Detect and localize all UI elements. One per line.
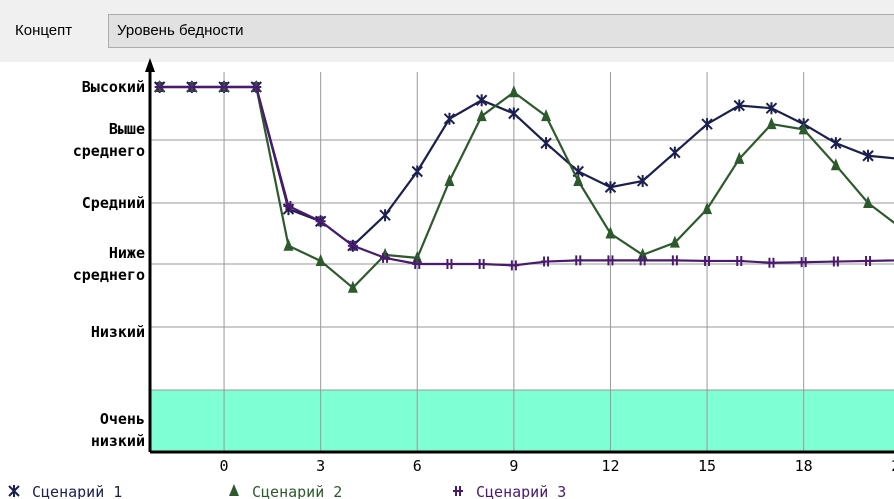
hash-marker xyxy=(766,257,777,268)
star-marker xyxy=(476,109,487,122)
x-tick-label: 9 xyxy=(509,457,518,475)
x-tick-label: 6 xyxy=(413,457,422,475)
hash-marker xyxy=(605,255,616,266)
concept-label: Концепт xyxy=(15,22,73,39)
star-marker xyxy=(702,202,713,215)
star-marker xyxy=(830,158,841,171)
hash-marker xyxy=(154,82,165,92)
star-marker xyxy=(669,235,680,248)
hash-marker xyxy=(380,252,391,263)
x-marker xyxy=(540,137,552,150)
hash-marker xyxy=(734,255,745,266)
x-tick-label: 12 xyxy=(601,457,619,475)
hash-marker xyxy=(219,82,230,92)
series-line-2 xyxy=(159,85,894,290)
x-marker xyxy=(475,94,488,107)
legend-label-3: Сценарий 3 xyxy=(476,483,566,499)
concept-value: Уровень бедности xyxy=(117,22,244,39)
hash-marker xyxy=(798,257,809,268)
x-marker xyxy=(604,181,617,194)
hash-marker xyxy=(476,259,487,269)
x-tick-label: 18 xyxy=(795,457,813,475)
star-marker xyxy=(283,238,294,251)
concept-select[interactable]: Уровень бедности xyxy=(108,14,894,48)
hash-marker xyxy=(186,82,197,92)
hash-marker xyxy=(251,82,262,92)
star-marker xyxy=(573,173,584,186)
x-marker xyxy=(508,107,520,120)
star-marker xyxy=(315,253,326,266)
hash-marker xyxy=(637,255,648,266)
hash-marker xyxy=(702,255,713,266)
hash-marker xyxy=(573,255,584,266)
x-tick-label: 0 xyxy=(220,457,229,475)
x-marker xyxy=(8,485,20,497)
x-marker xyxy=(830,137,842,150)
star-marker xyxy=(444,173,455,186)
x-tick-label: 3 xyxy=(316,457,325,475)
star-marker xyxy=(734,151,745,164)
x-marker xyxy=(862,149,874,162)
y-category-label: Высокий xyxy=(82,78,145,96)
very-low-band xyxy=(150,390,894,452)
x-marker xyxy=(765,102,778,115)
x-marker xyxy=(411,165,423,178)
x-marker xyxy=(701,118,713,131)
hash-marker xyxy=(283,201,294,212)
hash-marker xyxy=(508,260,519,271)
hash-marker xyxy=(669,255,680,266)
hash-marker xyxy=(412,259,423,269)
x-marker xyxy=(636,174,649,187)
legend-label-2: Сценарий 2 xyxy=(252,483,342,499)
x-marker xyxy=(379,209,391,222)
x-marker xyxy=(669,146,681,159)
star-marker xyxy=(605,226,616,239)
hash-marker xyxy=(315,216,326,227)
series-line-1 xyxy=(159,85,894,248)
hash-marker xyxy=(541,256,552,267)
hash-marker xyxy=(347,240,358,251)
hash-marker xyxy=(830,256,841,267)
star-marker xyxy=(541,109,552,122)
y-category-label: Очень низкий xyxy=(91,410,145,450)
y-category-label: Низкий xyxy=(91,323,145,341)
y-category-label: Средний xyxy=(82,194,145,212)
concept-toolbar: Концепт Уровень бедности xyxy=(0,0,894,62)
y-category-label: Ниже среднего xyxy=(73,244,145,284)
star-marker xyxy=(229,484,239,496)
y-category-label: Выше среднего xyxy=(73,120,145,160)
y-axis-arrow xyxy=(145,58,155,72)
star-marker xyxy=(347,280,358,293)
x-tick-label: 21 xyxy=(891,457,894,475)
x-tick-label: 15 xyxy=(698,457,716,475)
star-marker xyxy=(863,196,874,208)
hash-marker xyxy=(444,259,455,269)
star-marker xyxy=(766,117,777,130)
x-marker xyxy=(733,99,745,112)
star-marker xyxy=(508,85,519,98)
legend-label-1: Сценарий 1 xyxy=(32,483,122,499)
hash-marker xyxy=(863,255,874,266)
x-marker xyxy=(443,112,456,125)
star-marker xyxy=(798,122,809,135)
hash-marker xyxy=(453,486,463,496)
